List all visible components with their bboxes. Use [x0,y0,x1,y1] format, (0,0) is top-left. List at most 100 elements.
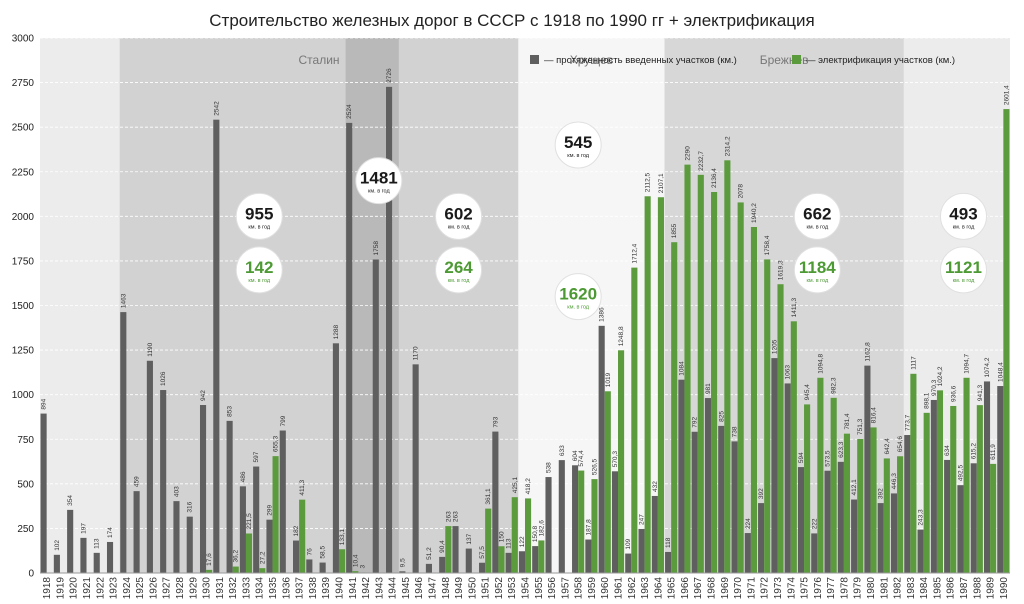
track-value-label: 738 [732,426,739,437]
track-bar [784,383,791,573]
track-bar [811,533,818,573]
track-bar [386,86,393,573]
track-bar [319,562,326,573]
track-bar [266,519,273,573]
track-bar [797,467,805,573]
track-bar [106,541,114,573]
electrification-value-label: 1940,2 [751,203,758,223]
track-bar [93,552,100,573]
electrification-bar [591,479,598,573]
electrification-value-label: 1019 [605,372,612,387]
electrification-bar [338,549,346,573]
x-tick-label: 1983 [906,577,917,600]
electrification-value-label: 2112,5 [645,172,652,192]
electrification-bar [883,458,890,573]
x-tick-label: 1928 [175,577,186,600]
x-tick-label: 1951 [481,577,492,600]
track-bar [691,431,698,573]
electrification-bar [206,569,213,573]
x-tick-label: 1956 [547,577,558,600]
track-bar [53,554,60,573]
annotation-circle [554,273,602,321]
electrification-bar [817,377,824,573]
track-value-label: 316 [187,501,194,512]
x-tick-label: 1968 [707,577,718,600]
x-tick-label: 1938 [308,577,319,600]
electrification-value-label: 2290 [685,146,692,161]
electrification-value-label: 133,1 [339,529,346,546]
track-value-label: 594 [798,452,805,463]
legend-label-track: — протяженность введенных участков (км.) [544,55,737,66]
x-tick-label: 1944 [388,577,399,600]
track-bar [744,533,751,573]
electrification-bar [259,568,266,573]
x-tick-label: 1961 [614,577,625,600]
era-label: Брежнев [760,53,809,67]
track-bar [930,399,937,573]
x-tick-label: 1987 [959,577,970,600]
electrification-bar [830,397,837,573]
track-value-label: 970,3 [931,379,938,396]
track-value-label: 894 [41,398,48,409]
y-tick-label: 2750 [12,78,35,89]
track-bar [651,495,658,573]
electrification-value-label: 1024,2 [937,366,944,386]
track-bar [877,503,884,573]
x-tick-label: 1964 [653,577,664,600]
track-bar [957,485,964,573]
electrification-bar [245,533,253,573]
track-value-label: 1205 [771,339,778,354]
track-value-label: 570,3 [612,451,619,468]
track-value-label: 1288 [333,324,340,339]
track-value-label: 197 [80,523,87,534]
electrification-bar [976,405,983,573]
x-tick-label: 1939 [321,577,332,600]
x-tick-label: 1921 [82,577,93,600]
electrification-value-label: 27,2 [259,551,266,564]
track-value-label: 182 [293,525,300,536]
track-value-label: 1758 [373,241,380,256]
electrification-bar [843,433,851,573]
y-tick-label: 3000 [12,34,35,45]
electrification-bar [644,196,651,574]
track-value-label: 412,1 [851,479,858,496]
electrification-value-label: 1094,7 [964,354,971,374]
track-value-label: 634 [944,445,951,456]
electrification-bar [857,439,864,573]
electrification-bar [631,267,638,573]
x-tick-label: 1982 [893,577,904,600]
annotation-value: 1121 [945,258,982,277]
x-tick-label: 1936 [281,577,292,600]
x-tick-label: 1947 [427,577,438,600]
track-bar [585,539,592,573]
x-tick-label: 1969 [720,577,731,600]
electrification-value-label: 425,1 [512,477,519,494]
track-value-label: 1190 [147,342,154,356]
track-bar [292,540,300,573]
track-value-label: 573,5 [825,450,832,467]
annotation-circle [939,192,987,240]
track-value-label: 354 [67,495,74,506]
track-value-label: 58,5 [320,546,327,559]
annotation-circle [793,246,841,294]
track-value-label: 1162,8 [864,342,871,362]
annotation-unit: км. в год [368,189,391,195]
track-bar [771,358,778,573]
electrification-value-label: 655,3 [273,435,280,452]
x-tick-label: 1980 [866,577,877,600]
x-tick-label: 1949 [454,577,465,600]
x-tick-label: 1973 [773,577,784,600]
electrification-bar [671,242,678,574]
electrification-bar [750,226,758,573]
x-tick-label: 1941 [348,577,359,600]
electrification-value-label: 2136,4 [711,168,718,188]
track-bar [120,312,127,573]
track-bar [399,571,406,573]
track-value-label: 392 [758,488,765,499]
track-bar [279,430,286,573]
chart-title: Строительство железных дорог в СССР с 19… [209,11,814,30]
track-value-label: 1170 [413,346,420,360]
track-value-label: 486 [240,471,247,482]
electrification-bar [963,377,970,573]
track-value-label: 403 [173,486,180,497]
